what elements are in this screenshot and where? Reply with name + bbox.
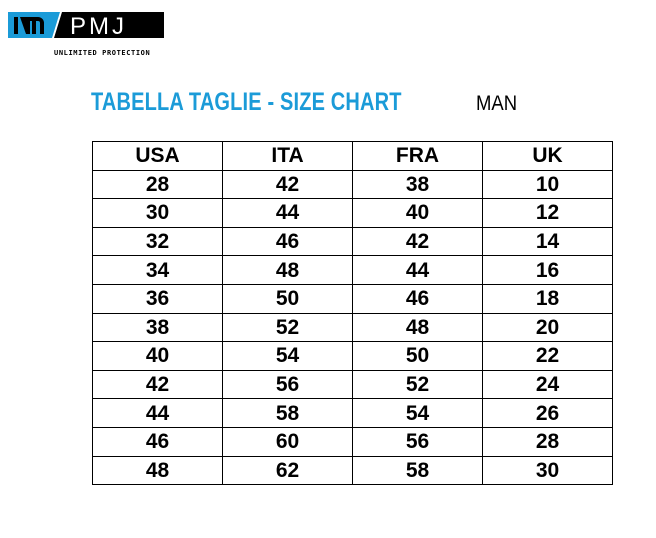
table-cell: 48 xyxy=(92,455,223,486)
column-header-uk: UK xyxy=(482,141,613,171)
table-cell: 44 xyxy=(352,255,483,285)
table-row: 30 44 40 12 xyxy=(92,198,613,228)
table-cell: 56 xyxy=(352,426,483,457)
table-cell: 50 xyxy=(352,341,483,371)
table-cell: 44 xyxy=(222,198,353,228)
table-row: 32 46 42 14 xyxy=(92,226,613,257)
table-row: 34 48 44 16 xyxy=(92,255,613,285)
table-cell: 36 xyxy=(92,283,223,314)
table-cell: 32 xyxy=(92,226,223,257)
table-row: 28 42 38 10 xyxy=(92,169,613,200)
table-cell: 50 xyxy=(222,283,353,314)
table-cell: 42 xyxy=(222,169,353,200)
table-cell: 26 xyxy=(482,398,613,428)
table-cell: 24 xyxy=(482,369,613,400)
table-cell: 48 xyxy=(222,255,353,285)
table-cell: 58 xyxy=(222,398,353,428)
table-header-row: USA ITA FRA UK xyxy=(92,141,613,171)
table-cell: 14 xyxy=(482,226,613,257)
logo-m-mark xyxy=(14,17,44,34)
table-cell: 40 xyxy=(352,198,483,228)
gender-label: MAN xyxy=(476,92,518,115)
page-title: TABELLA TAGLIE - SIZE CHART xyxy=(91,88,402,116)
table-cell: 12 xyxy=(482,198,613,228)
table-cell: 40 xyxy=(92,341,223,371)
table-cell: 38 xyxy=(352,169,483,200)
table-row: 40 54 50 22 xyxy=(92,341,613,371)
pmj-logo: PMJ UNLIMITED PROTECTION xyxy=(8,12,164,57)
logo-black-block xyxy=(54,12,164,38)
table-row: 48 62 58 30 xyxy=(92,455,613,486)
table-cell: 22 xyxy=(482,341,613,371)
table-cell: 54 xyxy=(352,398,483,428)
logo-tagline: UNLIMITED PROTECTION xyxy=(54,49,150,57)
table-cell: 46 xyxy=(352,283,483,314)
table-row: 38 52 48 20 xyxy=(92,312,613,343)
table-cell: 46 xyxy=(92,426,223,457)
table-cell: 18 xyxy=(482,283,613,314)
table-cell: 62 xyxy=(222,455,353,486)
logo-brand-text: PMJ xyxy=(70,13,127,40)
table-cell: 28 xyxy=(482,426,613,457)
table-cell: 46 xyxy=(222,226,353,257)
table-row: 46 60 56 28 xyxy=(92,426,613,457)
table-cell: 44 xyxy=(92,398,223,428)
table-cell: 52 xyxy=(222,312,353,343)
table-cell: 28 xyxy=(92,169,223,200)
table-cell: 52 xyxy=(352,369,483,400)
table-cell: 48 xyxy=(352,312,483,343)
table-row: 36 50 46 18 xyxy=(92,283,613,314)
table-cell: 54 xyxy=(222,341,353,371)
table-cell: 34 xyxy=(92,255,223,285)
table-cell: 38 xyxy=(92,312,223,343)
table-cell: 30 xyxy=(482,455,613,486)
column-header-usa: USA xyxy=(92,141,223,171)
table-row: 42 56 52 24 xyxy=(92,369,613,400)
table-cell: 42 xyxy=(92,369,223,400)
table-cell: 42 xyxy=(352,226,483,257)
size-chart-table: USA ITA FRA UK 28 42 38 10 30 44 40 12 32 46 42 14 34 48… xyxy=(92,141,613,486)
table-cell: 58 xyxy=(352,455,483,486)
table-cell: 20 xyxy=(482,312,613,343)
column-header-ita: ITA xyxy=(222,141,353,171)
table-cell: 60 xyxy=(222,426,353,457)
table-cell: 16 xyxy=(482,255,613,285)
table-row: 44 58 54 26 xyxy=(92,398,613,428)
table-cell: 10 xyxy=(482,169,613,200)
table-cell: 30 xyxy=(92,198,223,228)
table-cell: 56 xyxy=(222,369,353,400)
column-header-fra: FRA xyxy=(352,141,483,171)
